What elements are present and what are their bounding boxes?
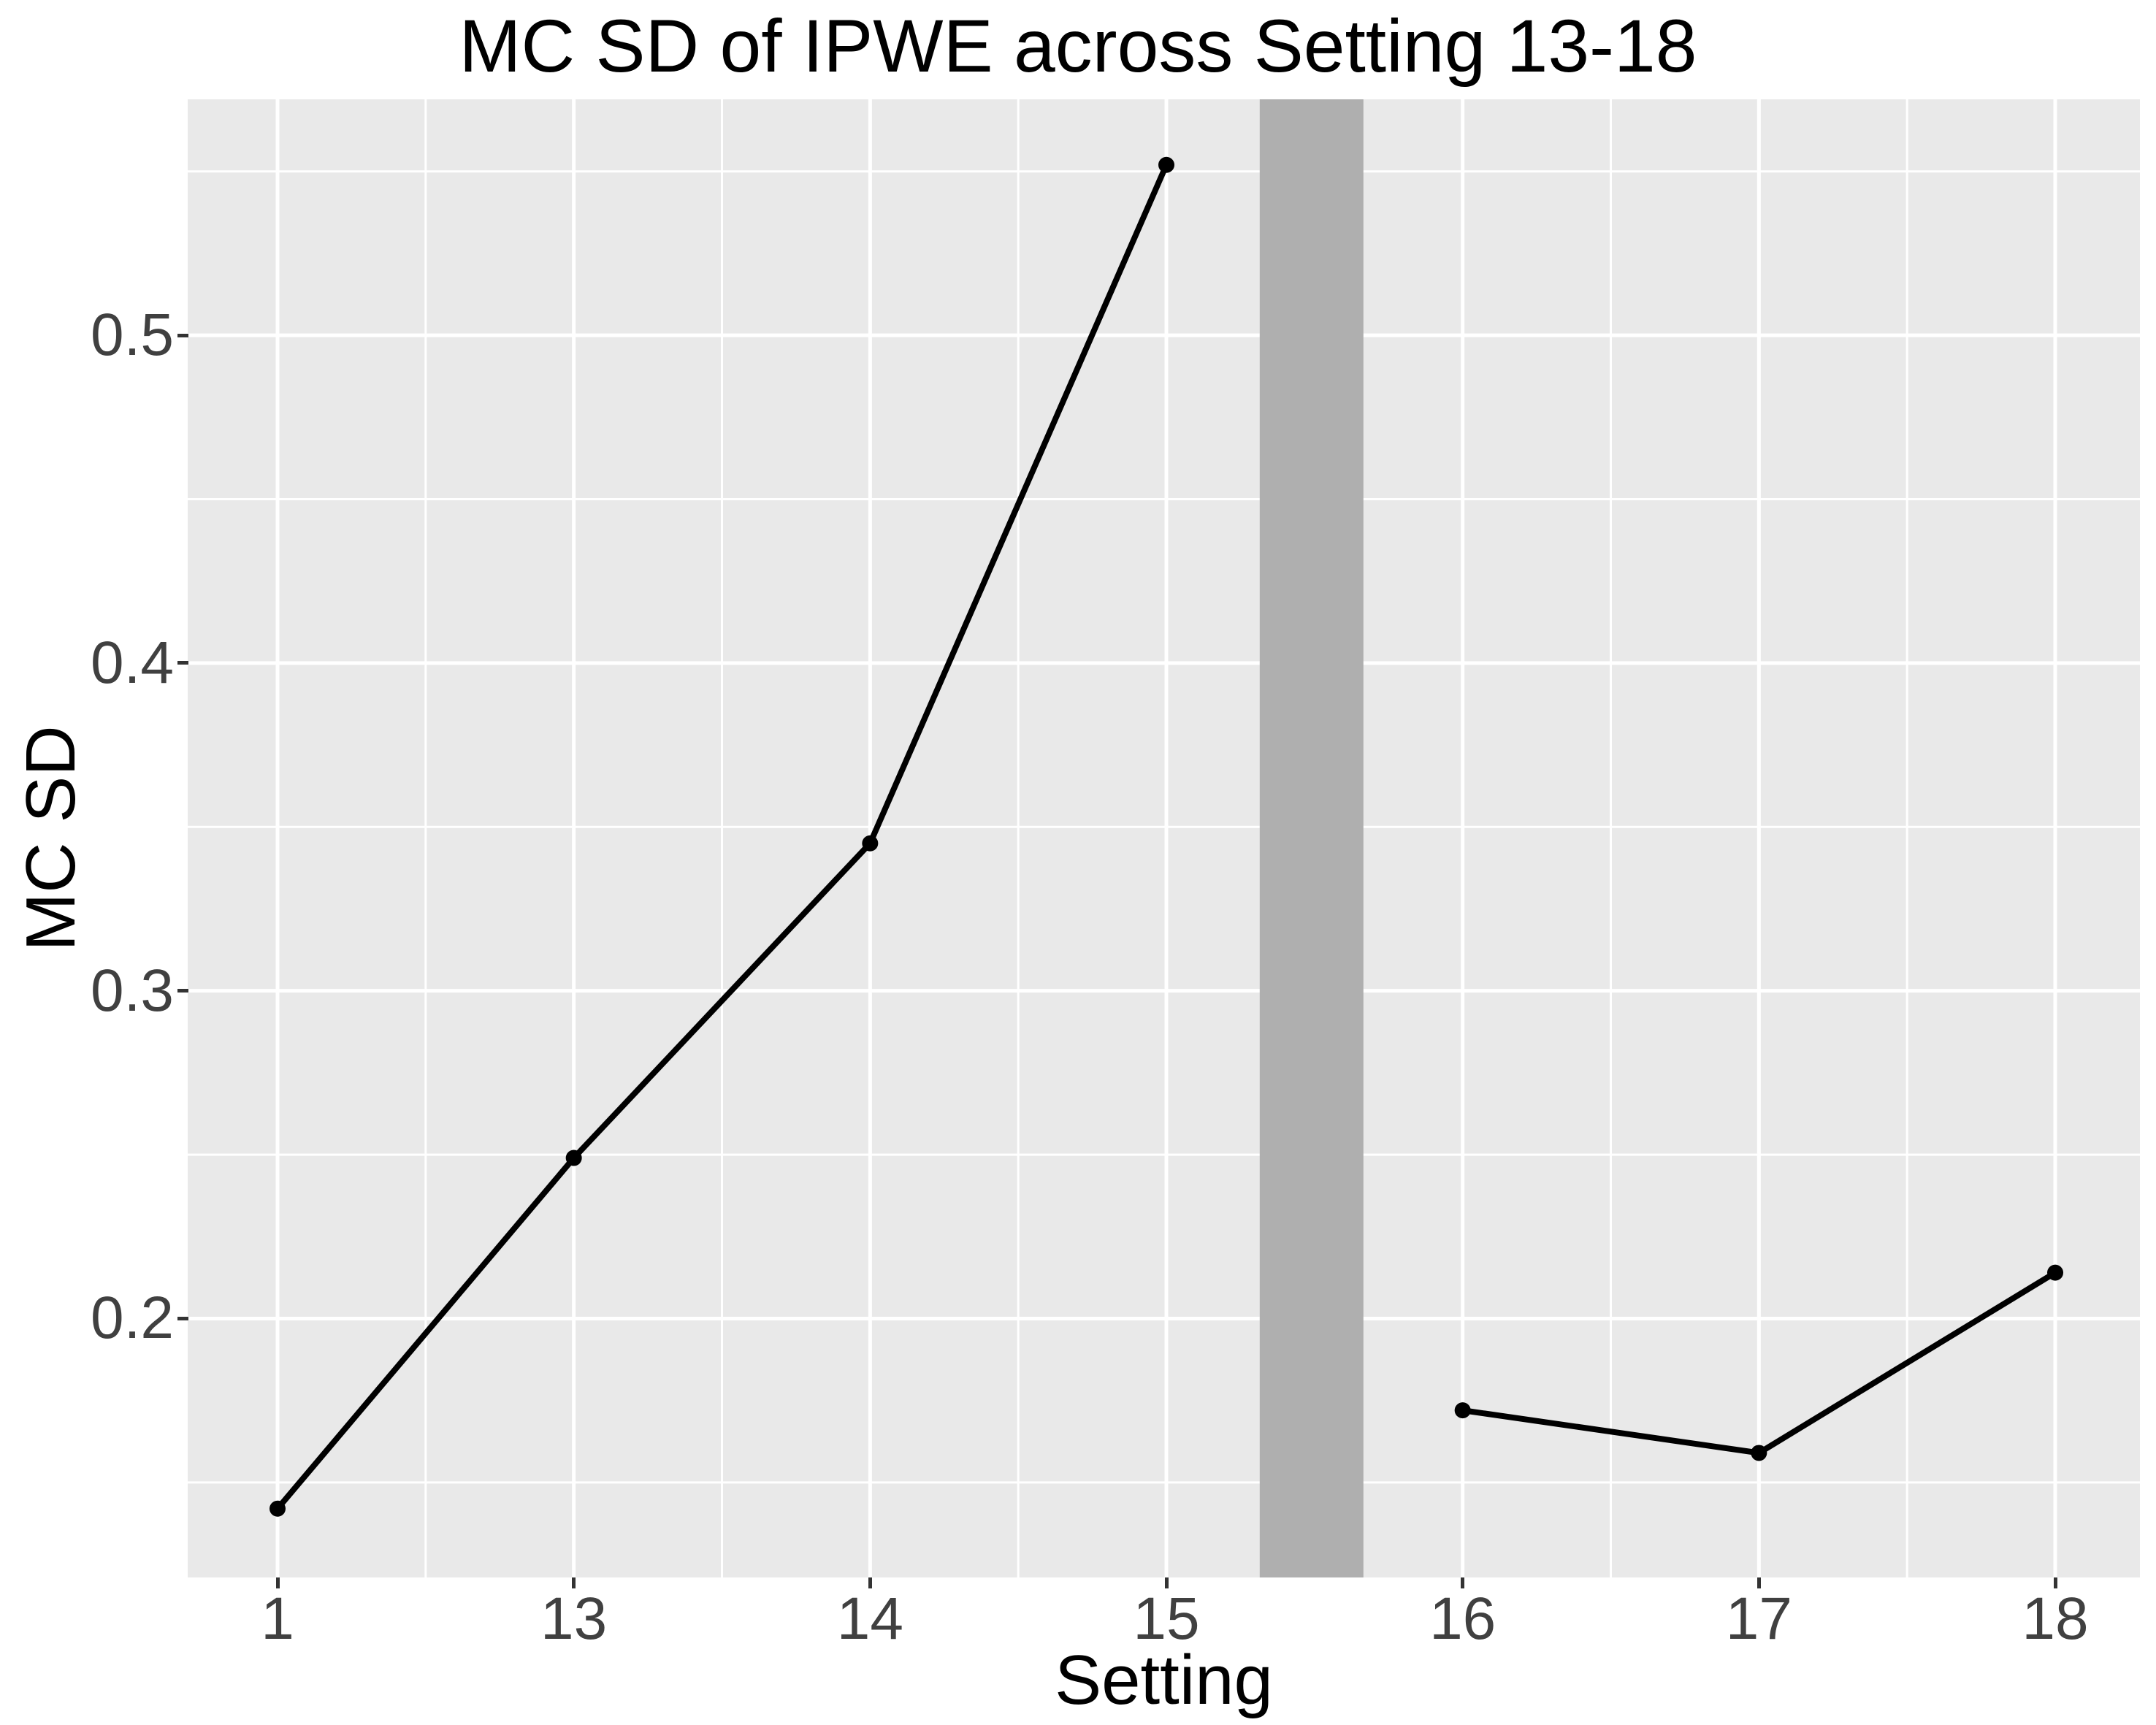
y-axis-tick-label: 0.3 — [91, 957, 174, 1024]
x-axis-tick-mark — [275, 1577, 280, 1588]
y-axis-tick-mark — [177, 333, 188, 337]
x-axis-tick-mark — [572, 1577, 576, 1588]
highlight-band — [1259, 99, 1364, 1577]
y-axis-title: MC SD — [12, 725, 90, 952]
data-point — [565, 1150, 582, 1166]
x-axis-tick-label: 15 — [1133, 1586, 1200, 1652]
x-axis-tick-mark — [868, 1577, 872, 1588]
x-axis-tick-label: 14 — [836, 1586, 903, 1652]
x-axis-tick-mark — [1164, 1577, 1169, 1588]
plot-panel — [188, 99, 2140, 1577]
x-axis-title: Setting — [1055, 1641, 1273, 1719]
x-axis-tick-mark — [1461, 1577, 1465, 1588]
y-axis-tick-mark — [177, 661, 188, 665]
y-axis-tick-label: 0.4 — [91, 629, 174, 696]
y-axis-tick-label: 0.2 — [91, 1285, 174, 1352]
x-axis-tick-mark — [1756, 1577, 1761, 1588]
data-point — [2047, 1264, 2064, 1281]
x-axis-tick-label: 13 — [540, 1586, 608, 1652]
x-axis-tick-label: 18 — [2022, 1586, 2089, 1652]
y-axis-tick-label: 0.5 — [91, 302, 174, 369]
x-axis-tick-label: 1 — [261, 1586, 294, 1652]
chart-title: MC SD of IPWE across Setting 13-18 — [459, 4, 1697, 88]
data-point — [1454, 1402, 1471, 1419]
x-axis-tick-label: 17 — [1725, 1586, 1792, 1652]
data-point — [1751, 1445, 1767, 1461]
x-axis-tick-mark — [2053, 1577, 2057, 1588]
panel-background — [188, 99, 2140, 1577]
y-axis-tick-mark — [177, 989, 188, 993]
data-point — [862, 835, 879, 852]
x-axis-tick-label: 16 — [1429, 1586, 1496, 1652]
data-point — [1158, 156, 1175, 173]
data-line-segment — [275, 164, 1169, 1511]
data-point — [270, 1500, 286, 1517]
y-axis-tick-mark — [177, 1316, 188, 1320]
